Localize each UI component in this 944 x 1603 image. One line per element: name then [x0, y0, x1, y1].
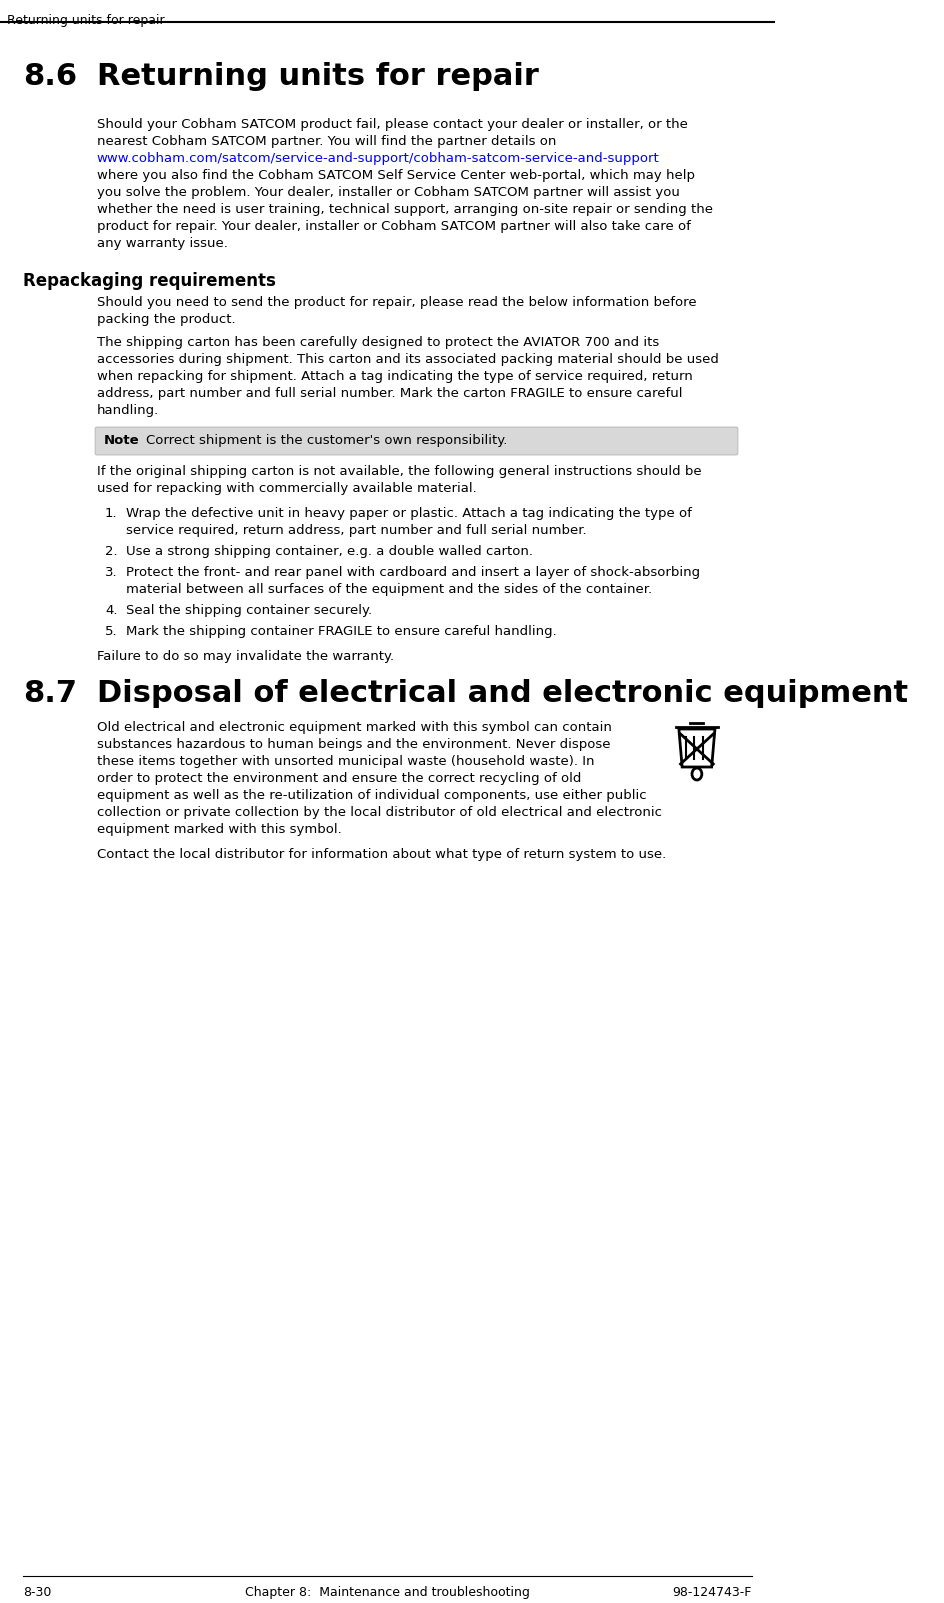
Text: 4.: 4. [105, 604, 117, 617]
FancyBboxPatch shape [95, 426, 737, 455]
Text: accessories during shipment. This carton and its associated packing material sho: accessories during shipment. This carton… [96, 353, 717, 365]
Text: any warranty issue.: any warranty issue. [96, 237, 228, 250]
Text: www.cobham.com/satcom/service-and-support/cobham-satcom-service-and-support: www.cobham.com/satcom/service-and-suppor… [96, 152, 659, 165]
Text: Mark the shipping container FRAGILE to ensure careful handling.: Mark the shipping container FRAGILE to e… [126, 625, 556, 638]
Text: you solve the problem. Your dealer, installer or Cobham SATCOM partner will assi: you solve the problem. Your dealer, inst… [96, 186, 679, 199]
Text: Failure to do so may invalidate the warranty.: Failure to do so may invalidate the warr… [96, 649, 394, 664]
Text: 5.: 5. [105, 625, 117, 638]
Text: Contact the local distributor for information about what type of return system t: Contact the local distributor for inform… [96, 848, 666, 861]
Text: Wrap the defective unit in heavy paper or plastic. Attach a tag indicating the t: Wrap the defective unit in heavy paper o… [126, 507, 691, 519]
Text: service required, return address, part number and full serial number.: service required, return address, part n… [126, 524, 586, 537]
Text: If the original shipping carton is not available, the following general instruct: If the original shipping carton is not a… [96, 465, 700, 478]
Text: used for repacking with commercially available material.: used for repacking with commercially ava… [96, 483, 476, 495]
Text: where you also find the Cobham SATCOM Self Service Center web-portal, which may : where you also find the Cobham SATCOM Se… [96, 168, 694, 183]
Text: these items together with unsorted municipal waste (household waste). In: these items together with unsorted munic… [96, 755, 594, 768]
Text: packing the product.: packing the product. [96, 313, 235, 325]
Text: Repackaging requirements: Repackaging requirements [23, 273, 276, 290]
Text: Note: Note [103, 433, 139, 447]
Text: Disposal of electrical and electronic equipment: Disposal of electrical and electronic eq… [96, 680, 907, 709]
Text: equipment marked with this symbol.: equipment marked with this symbol. [96, 822, 341, 837]
Text: 98-124743-F: 98-124743-F [672, 1585, 751, 1600]
Text: equipment as well as the re-utilization of individual components, use either pub: equipment as well as the re-utilization … [96, 789, 646, 802]
Text: Correct shipment is the customer's own responsibility.: Correct shipment is the customer's own r… [145, 433, 507, 447]
Text: Protect the front- and rear panel with cardboard and insert a layer of shock-abs: Protect the front- and rear panel with c… [126, 566, 700, 579]
Text: order to protect the environment and ensure the correct recycling of old: order to protect the environment and ens… [96, 773, 581, 785]
Text: 8-30: 8-30 [23, 1585, 51, 1600]
Text: 8.6: 8.6 [23, 63, 77, 91]
Text: Returning units for repair: Returning units for repair [7, 14, 164, 27]
Text: Should your Cobham SATCOM product fail, please contact your dealer or installer,: Should your Cobham SATCOM product fail, … [96, 119, 687, 131]
Text: Returning units for repair: Returning units for repair [96, 63, 538, 91]
Text: 1.: 1. [105, 507, 117, 519]
Text: Old electrical and electronic equipment marked with this symbol can contain: Old electrical and electronic equipment … [96, 721, 611, 734]
Text: 3.: 3. [105, 566, 117, 579]
Text: whether the need is user training, technical support, arranging on-site repair o: whether the need is user training, techn… [96, 204, 712, 216]
Text: product for repair. Your dealer, installer or Cobham SATCOM partner will also ta: product for repair. Your dealer, install… [96, 220, 690, 232]
Text: Should you need to send the product for repair, please read the below informatio: Should you need to send the product for … [96, 297, 696, 309]
Text: Chapter 8:  Maintenance and troubleshooting: Chapter 8: Maintenance and troubleshooti… [244, 1585, 529, 1600]
Text: handling.: handling. [96, 404, 159, 417]
Text: when repacking for shipment. Attach a tag indicating the type of service require: when repacking for shipment. Attach a ta… [96, 370, 692, 383]
Text: 8.7: 8.7 [23, 680, 76, 709]
Text: Use a strong shipping container, e.g. a double walled carton.: Use a strong shipping container, e.g. a … [126, 545, 532, 558]
Text: substances hazardous to human beings and the environment. Never dispose: substances hazardous to human beings and… [96, 737, 610, 750]
Text: The shipping carton has been carefully designed to protect the AVIATOR 700 and i: The shipping carton has been carefully d… [96, 337, 658, 349]
Text: 2.: 2. [105, 545, 117, 558]
Text: nearest Cobham SATCOM partner. You will find the partner details on: nearest Cobham SATCOM partner. You will … [96, 135, 555, 147]
Text: material between all surfaces of the equipment and the sides of the container.: material between all surfaces of the equ… [126, 583, 651, 596]
Text: Seal the shipping container securely.: Seal the shipping container securely. [126, 604, 372, 617]
Text: address, part number and full serial number. Mark the carton FRAGILE to ensure c: address, part number and full serial num… [96, 386, 682, 401]
Text: collection or private collection by the local distributor of old electrical and : collection or private collection by the … [96, 806, 661, 819]
